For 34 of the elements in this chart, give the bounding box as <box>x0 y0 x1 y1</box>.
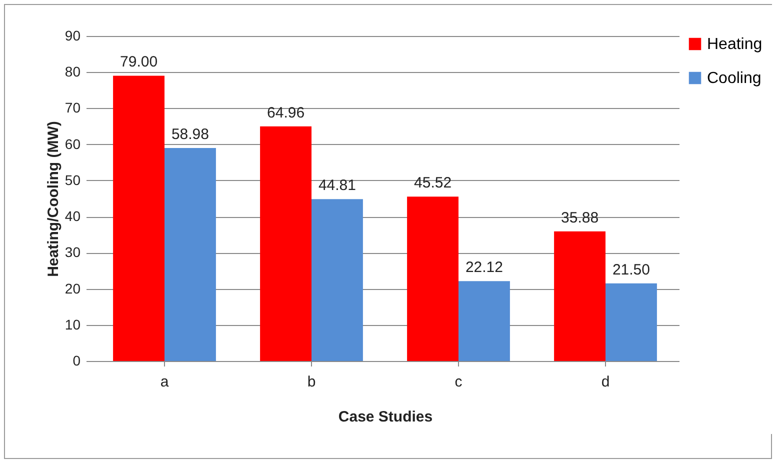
bar <box>458 281 510 361</box>
bar <box>554 231 606 361</box>
x-tick-label: d <box>601 374 610 390</box>
data-label: 22.12 <box>465 259 503 276</box>
y-tick-label: 80 <box>64 64 81 80</box>
y-tick-label: 90 <box>64 28 81 44</box>
x-tick-label: a <box>160 374 170 390</box>
legend-label: Heating <box>707 36 762 53</box>
legend-label: Cooling <box>707 70 762 87</box>
data-label: 21.50 <box>612 261 650 278</box>
x-axis-title: Case Studies <box>338 408 433 426</box>
y-axis-title: Heating/Cooling (MW) <box>44 121 62 277</box>
bar <box>164 148 216 361</box>
y-tick-label: 60 <box>64 136 81 152</box>
y-tick-label: 0 <box>72 352 81 368</box>
data-label: 64.96 <box>267 104 305 122</box>
y-tick-label: 70 <box>64 100 81 116</box>
data-label: 45.52 <box>414 174 452 192</box>
y-tick-label: 40 <box>64 208 81 224</box>
bar <box>113 76 164 361</box>
bar <box>260 126 312 361</box>
y-tick-label: 10 <box>64 316 81 332</box>
data-label: 35.88 <box>561 209 599 226</box>
x-tick-label: b <box>307 374 316 390</box>
data-label: 58.98 <box>171 126 209 144</box>
bar <box>312 199 363 361</box>
y-tick-label: 30 <box>64 244 81 260</box>
x-tick-label: c <box>454 374 463 390</box>
y-tick-label: 50 <box>64 172 81 188</box>
data-label: 44.81 <box>318 177 356 194</box>
y-tick-label: 20 <box>64 280 81 296</box>
bar <box>407 196 458 361</box>
bar <box>606 283 657 361</box>
data-label: 79.00 <box>120 54 158 71</box>
